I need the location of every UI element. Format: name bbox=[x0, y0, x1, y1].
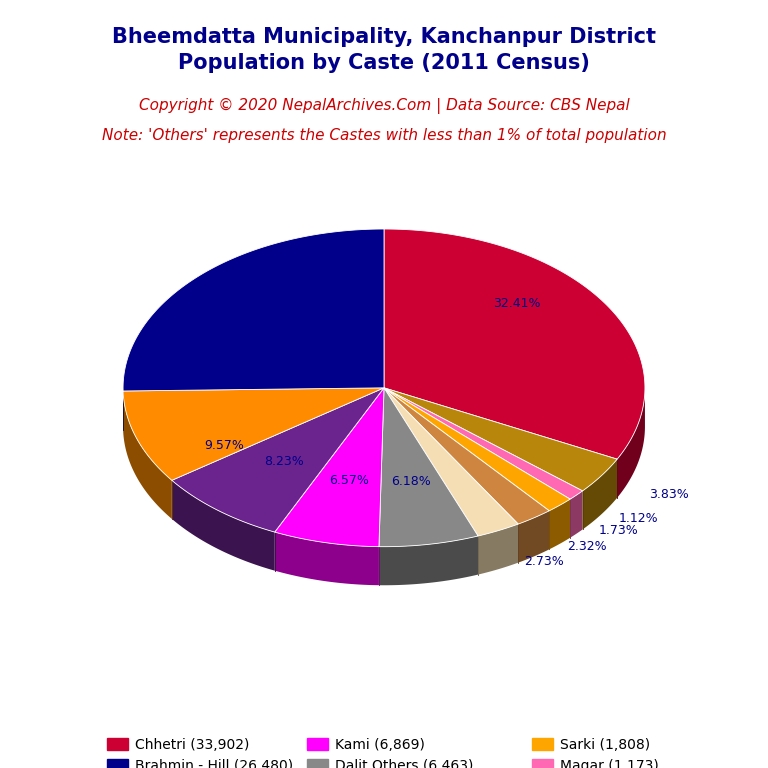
Polygon shape bbox=[384, 388, 583, 499]
Text: 32.41%: 32.41% bbox=[494, 297, 541, 310]
Text: 6.57%: 6.57% bbox=[329, 474, 369, 487]
Polygon shape bbox=[275, 532, 379, 585]
Polygon shape bbox=[275, 388, 384, 547]
Polygon shape bbox=[379, 388, 478, 547]
Text: 1.12%: 1.12% bbox=[619, 512, 658, 525]
Polygon shape bbox=[384, 388, 549, 524]
Text: 2.73%: 2.73% bbox=[524, 555, 564, 568]
Polygon shape bbox=[570, 491, 583, 538]
Polygon shape bbox=[384, 229, 645, 459]
Text: 2.32%: 2.32% bbox=[567, 540, 607, 553]
Text: Note: 'Others' represents the Castes with less than 1% of total population: Note: 'Others' represents the Castes wit… bbox=[101, 128, 667, 144]
Text: 1.73%: 1.73% bbox=[598, 525, 638, 538]
Polygon shape bbox=[384, 388, 617, 491]
Text: 6.18%: 6.18% bbox=[392, 475, 431, 488]
Text: Bheemdatta Municipality, Kanchanpur District
Population by Caste (2011 Census): Bheemdatta Municipality, Kanchanpur Dist… bbox=[112, 27, 656, 73]
Polygon shape bbox=[478, 524, 518, 574]
Text: 3.83%: 3.83% bbox=[649, 488, 689, 502]
Polygon shape bbox=[123, 229, 384, 391]
Polygon shape bbox=[583, 459, 617, 529]
Polygon shape bbox=[123, 388, 384, 480]
Text: 25.32%: 25.32% bbox=[207, 315, 255, 328]
Polygon shape bbox=[123, 391, 172, 519]
Polygon shape bbox=[549, 499, 570, 549]
Polygon shape bbox=[384, 388, 518, 536]
Text: 9.57%: 9.57% bbox=[204, 439, 244, 452]
Polygon shape bbox=[617, 389, 645, 498]
Polygon shape bbox=[384, 388, 570, 511]
Text: Copyright © 2020 NepalArchives.Com | Data Source: CBS Nepal: Copyright © 2020 NepalArchives.Com | Dat… bbox=[139, 98, 629, 114]
Polygon shape bbox=[172, 388, 384, 532]
Polygon shape bbox=[518, 511, 549, 563]
Polygon shape bbox=[172, 480, 275, 571]
Legend: Chhetri (33,902), Brahmin - Hill (26,480), Thakuri (10,014), Tharu (8,613), Kami: Chhetri (33,902), Brahmin - Hill (26,480… bbox=[101, 732, 667, 768]
Polygon shape bbox=[379, 536, 478, 585]
Text: 8.23%: 8.23% bbox=[264, 455, 304, 468]
